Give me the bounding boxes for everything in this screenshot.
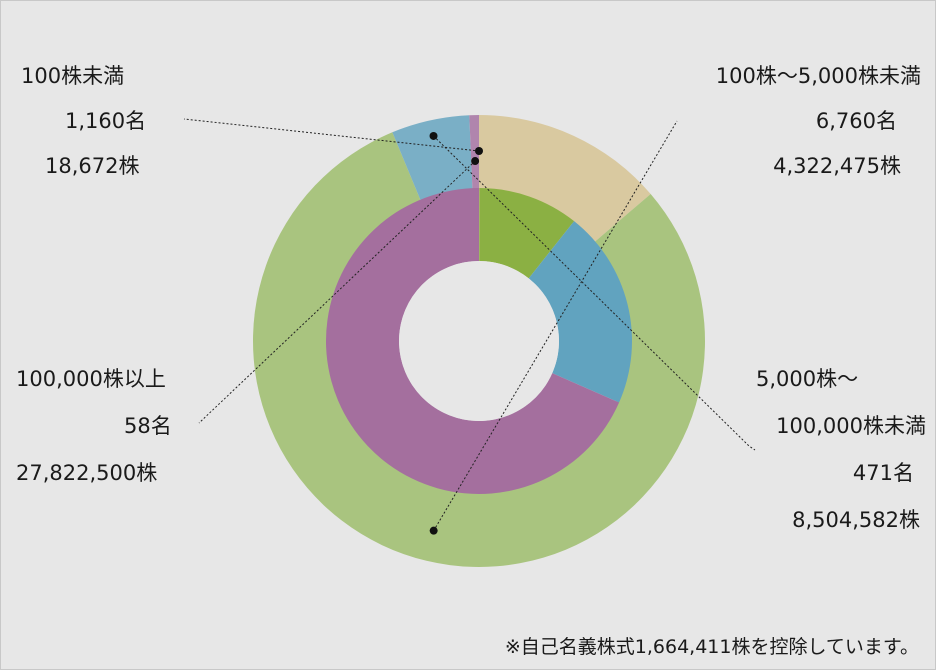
leader-line-100-to-5000: [433, 120, 678, 531]
leader-dot-under-100: [475, 147, 483, 155]
leader-lines: [183, 118, 756, 535]
outer-slice-5000-to-100000: [392, 115, 473, 203]
label-under-100: 100株未満 1,160名 18,672株: [21, 64, 161, 178]
label-holders: 58名: [124, 414, 172, 438]
outer-slice-100000-plus: [469, 115, 479, 192]
label-holders: 1,160名: [65, 109, 147, 133]
label-100000-plus: 100,000株以上 58名 27,822,500株: [16, 367, 196, 485]
inner-slice-100000-plus: [326, 188, 620, 494]
label-holders: 471名: [852, 461, 914, 485]
inner-slice-100-to-5000: [479, 188, 575, 279]
label-category: 100株～5,000株未満: [715, 64, 921, 88]
leader-line-100000-plus: [198, 160, 476, 424]
label-category-line2: 100,000株未満: [776, 414, 926, 438]
label-shares: 8,504,582株: [792, 508, 920, 532]
footnote: ※自己名義株式1,664,411株を控除しています。: [504, 636, 919, 658]
label-100-to-5000: 100株～5,000株未満 6,760名 4,322,475株: [661, 64, 921, 178]
label-category: 100,000株以上: [16, 367, 166, 391]
leader-dot-5000-to-100000: [429, 131, 438, 140]
label-category: 100株未満: [21, 64, 125, 88]
leader-dot-100000-plus: [471, 157, 480, 166]
label-5000-to-100000: 5,000株～ 100,000株未満 471名 8,504,582株: [741, 367, 926, 532]
label-shares: 4,322,475株: [773, 154, 901, 178]
outer-slice-under-100: [479, 115, 651, 244]
leader-line-under-100: [183, 118, 480, 152]
label-shares: 27,822,500株: [16, 461, 158, 485]
label-holders: 6,760名: [815, 109, 897, 133]
label-shares: 18,672株: [45, 154, 140, 178]
leader-dot-100-to-5000: [429, 526, 438, 535]
label-category-line1: 5,000株～: [756, 367, 859, 391]
donut-hole: [399, 261, 559, 421]
inner-ring: [326, 188, 632, 494]
inner-slice-5000-to-100000: [528, 221, 632, 403]
